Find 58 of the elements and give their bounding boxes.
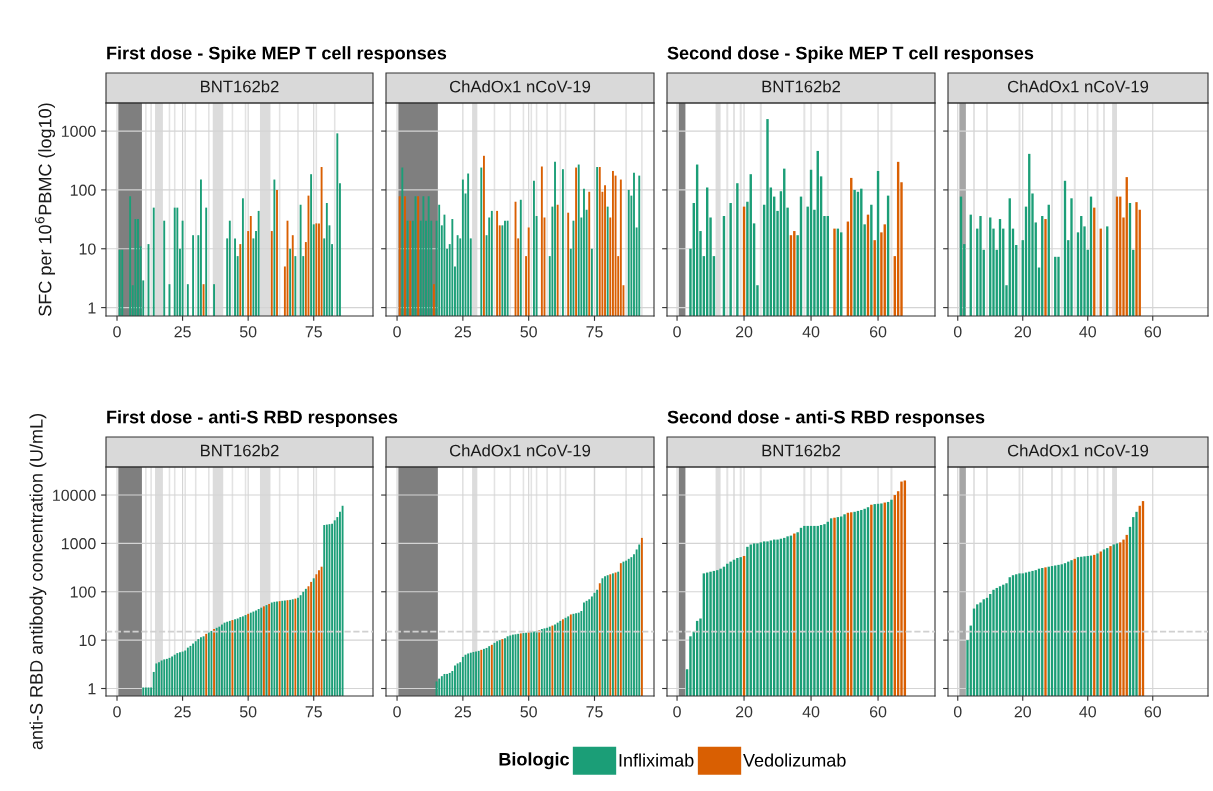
y-tick-label: 1 (88, 302, 96, 314)
x-tick-label: 75 (586, 706, 603, 718)
x-tick-label: 0 (393, 706, 401, 718)
chart-subtitle: BNT162b2 (201, 80, 279, 93)
x-tick-label: 75 (586, 326, 603, 338)
x-tick-label: 50 (520, 706, 537, 718)
x-tick-label: 20 (1014, 326, 1032, 338)
y-tick-label: 1000 (61, 538, 96, 550)
x-tick-label: 40 (1079, 706, 1097, 718)
x-tick-label: 0 (673, 706, 681, 718)
x-tick-label: 20 (1014, 706, 1032, 718)
x-tick-label: 40 (802, 326, 820, 338)
x-tick-label: 60 (869, 326, 887, 338)
x-tick-label: 0 (673, 326, 681, 338)
chart-title: Second dose - anti-S RBD responses (667, 410, 985, 427)
chart-subtitle: ChAdOx1 nCoV-19 (449, 80, 591, 93)
chart-subtitle: BNT162b2 (762, 80, 841, 93)
x-tick-label: 20 (735, 706, 753, 718)
y-tick-label: 1 (88, 683, 96, 695)
x-tick-label: 25 (454, 326, 472, 338)
legend-title: Biologic (499, 752, 570, 770)
x-tick-label: 20 (735, 326, 753, 338)
y-tick-label: 10 (79, 243, 96, 255)
chart-title: Second dose - Spike MEP T cell responses (667, 46, 1034, 63)
x-tick-label: 0 (113, 706, 121, 718)
x-tick-label: 25 (454, 706, 472, 718)
x-tick-label: 40 (802, 706, 820, 718)
y-axis-title: anti-S RBD antibody concentration (U/mL) (29, 414, 47, 750)
x-tick-label: 50 (239, 326, 257, 338)
legend-label: Infliximab (619, 753, 694, 767)
chart-title: First dose - Spike MEP T cell responses (107, 46, 447, 63)
x-tick-label: 0 (953, 326, 962, 338)
x-tick-label: 25 (174, 706, 191, 718)
y-tick-label: 100 (70, 184, 96, 196)
x-tick-label: 60 (1144, 326, 1162, 338)
x-tick-label: 25 (174, 326, 191, 338)
x-tick-label: 75 (305, 706, 322, 718)
x-tick-label: 0 (113, 326, 121, 338)
chart-subtitle: ChAdOx1 nCoV-19 (449, 444, 591, 457)
y-tick-label: 10 (79, 634, 96, 647)
x-tick-label: 50 (520, 326, 537, 338)
x-tick-label: 40 (1079, 326, 1097, 338)
x-tick-label: 75 (305, 326, 322, 338)
chart-subtitle: ChAdOx1 nCoV-19 (1007, 80, 1149, 93)
y-tick-label: 1000 (61, 125, 96, 138)
x-tick-label: 60 (1144, 706, 1162, 718)
y-tick-label: 100 (70, 586, 96, 598)
x-tick-label: 0 (953, 706, 962, 718)
y-axis-title: SFC per 10$^{6}$PBMC (log10) (34, 103, 56, 316)
x-tick-label: 50 (239, 706, 257, 718)
chart-subtitle: ChAdOx1 nCoV-19 (1007, 444, 1149, 457)
legend-label: Vedolizumab (743, 753, 846, 767)
x-tick-label: 60 (869, 706, 887, 718)
x-tick-label: 0 (393, 326, 401, 338)
chart-subtitle: BNT162b2 (762, 444, 841, 457)
y-tick-label: 10000 (53, 489, 96, 501)
chart-title: First dose - anti-S RBD responses (107, 410, 398, 427)
chart-subtitle: BNT162b2 (201, 444, 279, 457)
